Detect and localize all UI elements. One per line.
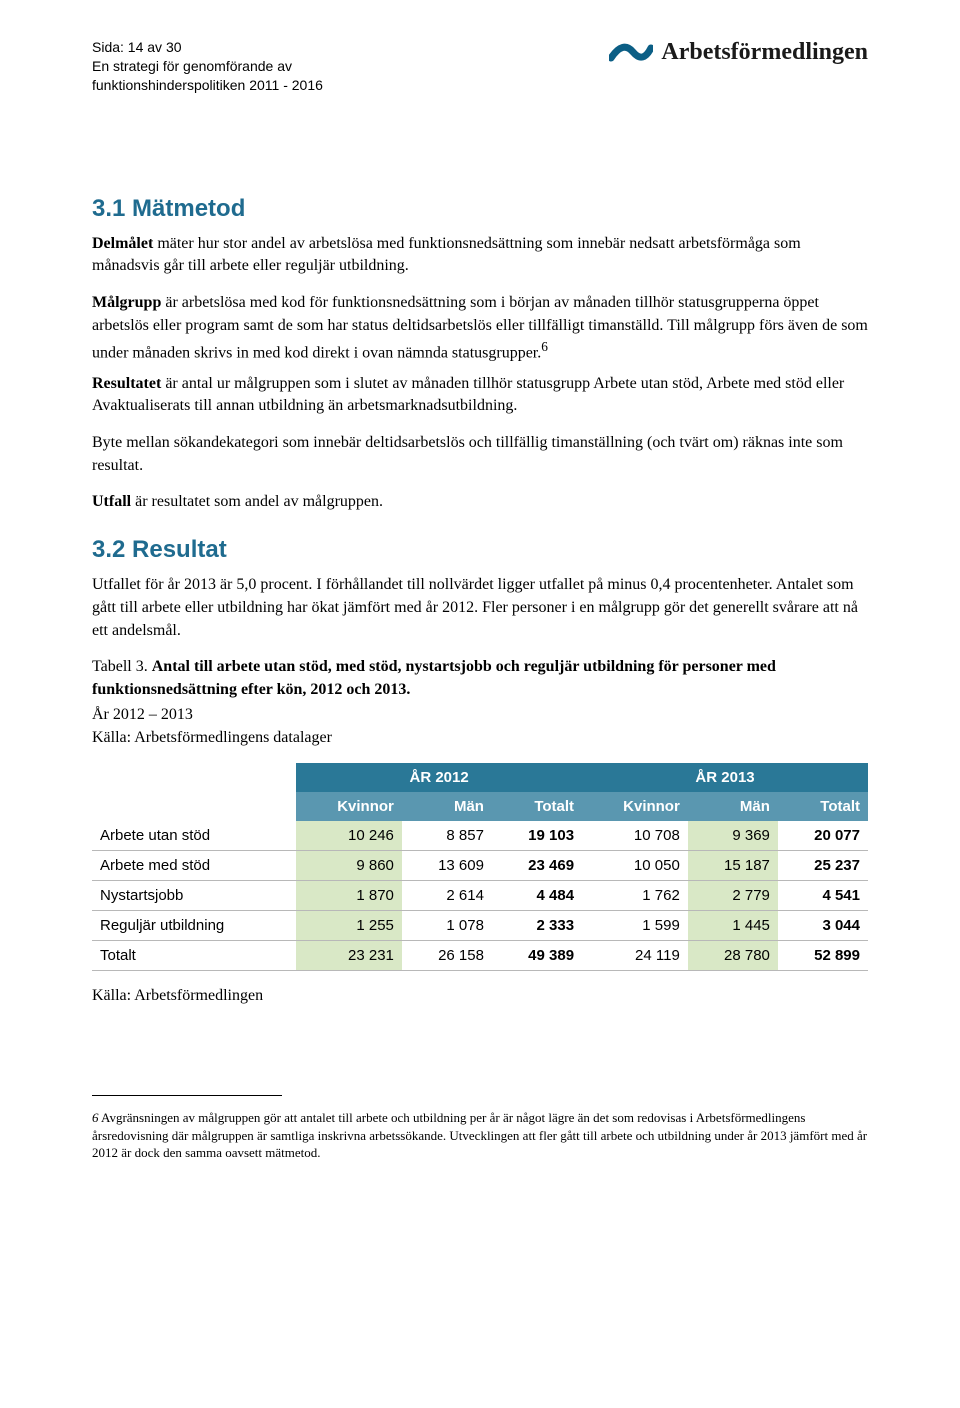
para-utfall: Utfall är resultatet som andel av målgru… [92,491,868,514]
text-malgrupp: är arbetslösa med kod för funktionsnedsä… [92,294,868,361]
footnote-text: Avgränsningen av målgruppen gör att anta… [92,1110,867,1160]
cell: 49 389 [492,941,582,971]
lead-resultatet: Resultatet [92,375,161,392]
col-man-2012: Män [402,792,492,821]
doc-title-line1: En strategi för genomförande av [92,57,323,76]
footnote-rule [92,1095,282,1096]
year-2012-header: ÅR 2012 [296,763,582,792]
table-row: Reguljär utbildning 1 255 1 078 2 333 1 … [92,911,868,941]
heading-3-1: 3.1 Mätmetod [92,195,868,223]
para-byte: Byte mellan sökandekategori som innebär … [92,432,868,477]
page-number: Sida: 14 av 30 [92,38,323,57]
cell: 4 541 [778,881,868,911]
table-years: År 2012 – 2013 [92,704,868,727]
cell: 8 857 [402,821,492,851]
para-malgrupp: Målgrupp är arbetslösa med kod för funkt… [92,292,868,364]
table-blank-cell [92,763,296,792]
col-totalt-2012: Totalt [492,792,582,821]
table-body: Arbete utan stöd 10 246 8 857 19 103 10 … [92,821,868,971]
row-label: Arbete utan stöd [92,821,296,851]
cell: 52 899 [778,941,868,971]
cell: 10 708 [582,821,688,851]
text-delmalet: mäter hur stor andel av arbetslösa med f… [92,235,801,275]
para-resultat-body: Utfallet för år 2013 är 5,0 procent. I f… [92,574,868,642]
logo: Arbetsförmedlingen [609,38,868,66]
row-label: Totalt [92,941,296,971]
cell: 26 158 [402,941,492,971]
table-caption-bold: Antal till arbete utan stöd, med stöd, n… [92,658,776,698]
table-row: Arbete med stöd 9 860 13 609 23 469 10 0… [92,851,868,881]
cell: 23 469 [492,851,582,881]
text-resultatet: är antal ur målgruppen som i slutet av m… [92,375,844,415]
cell: 25 237 [778,851,868,881]
lead-delmalet: Delmålet [92,235,153,252]
footnote-6: 6 Avgränsningen av målgruppen gör att an… [92,1109,868,1162]
cell: 2 333 [492,911,582,941]
cell: 9 860 [296,851,402,881]
data-table: ÅR 2012 ÅR 2013 Kvinnor Män Totalt Kvinn… [92,763,868,971]
heading-3-2: 3.2 Resultat [92,536,868,564]
cell: 1 445 [688,911,778,941]
cell: 28 780 [688,941,778,971]
row-label: Reguljär utbildning [92,911,296,941]
cell: 1 762 [582,881,688,911]
lead-malgrupp: Målgrupp [92,294,161,311]
year-2013-header: ÅR 2013 [582,763,868,792]
cell: 2 779 [688,881,778,911]
cell: 4 484 [492,881,582,911]
cell: 3 044 [778,911,868,941]
table-row: Totalt 23 231 26 158 49 389 24 119 28 78… [92,941,868,971]
table-caption: Tabell 3. Antal till arbete utan stöd, m… [92,656,868,701]
cell: 10 050 [582,851,688,881]
col-kvinnor-2013: Kvinnor [582,792,688,821]
cell: 9 369 [688,821,778,851]
cell: 20 077 [778,821,868,851]
table-source-top: Källa: Arbetsförmedlingens datalager [92,727,868,750]
table-caption-prefix: Tabell 3. [92,658,152,675]
row-label: Nystartsjobb [92,881,296,911]
table-year-row: ÅR 2012 ÅR 2013 [92,763,868,792]
table-blank-cell [92,792,296,821]
table-row: Arbete utan stöd 10 246 8 857 19 103 10 … [92,821,868,851]
cell: 1 255 [296,911,402,941]
lead-utfall: Utfall [92,493,131,510]
col-man-2013: Män [688,792,778,821]
table-subheader-row: Kvinnor Män Totalt Kvinnor Män Totalt [92,792,868,821]
table-source-bottom: Källa: Arbetsförmedlingen [92,987,868,1005]
cell: 13 609 [402,851,492,881]
table-row: Nystartsjobb 1 870 2 614 4 484 1 762 2 7… [92,881,868,911]
cell: 10 246 [296,821,402,851]
footnote-ref-6: 6 [541,339,548,354]
logo-text: Arbetsförmedlingen [661,39,868,66]
para-resultatet: Resultatet är antal ur målgruppen som i … [92,373,868,418]
cell: 23 231 [296,941,402,971]
cell: 1 599 [582,911,688,941]
cell: 1 078 [402,911,492,941]
page-header: Sida: 14 av 30 En strategi för genomföra… [92,38,868,95]
doc-title-line2: funktionshinderspolitiken 2011 - 2016 [92,76,323,95]
cell: 2 614 [402,881,492,911]
row-label: Arbete med stöd [92,851,296,881]
logo-icon [609,38,653,66]
col-kvinnor-2012: Kvinnor [296,792,402,821]
cell: 15 187 [688,851,778,881]
cell: 19 103 [492,821,582,851]
col-totalt-2013: Totalt [778,792,868,821]
para-delmalet: Delmålet mäter hur stor andel av arbetsl… [92,233,868,278]
cell: 1 870 [296,881,402,911]
cell: 24 119 [582,941,688,971]
text-utfall: är resultatet som andel av målgruppen. [131,493,383,510]
header-meta: Sida: 14 av 30 En strategi för genomföra… [92,38,323,95]
